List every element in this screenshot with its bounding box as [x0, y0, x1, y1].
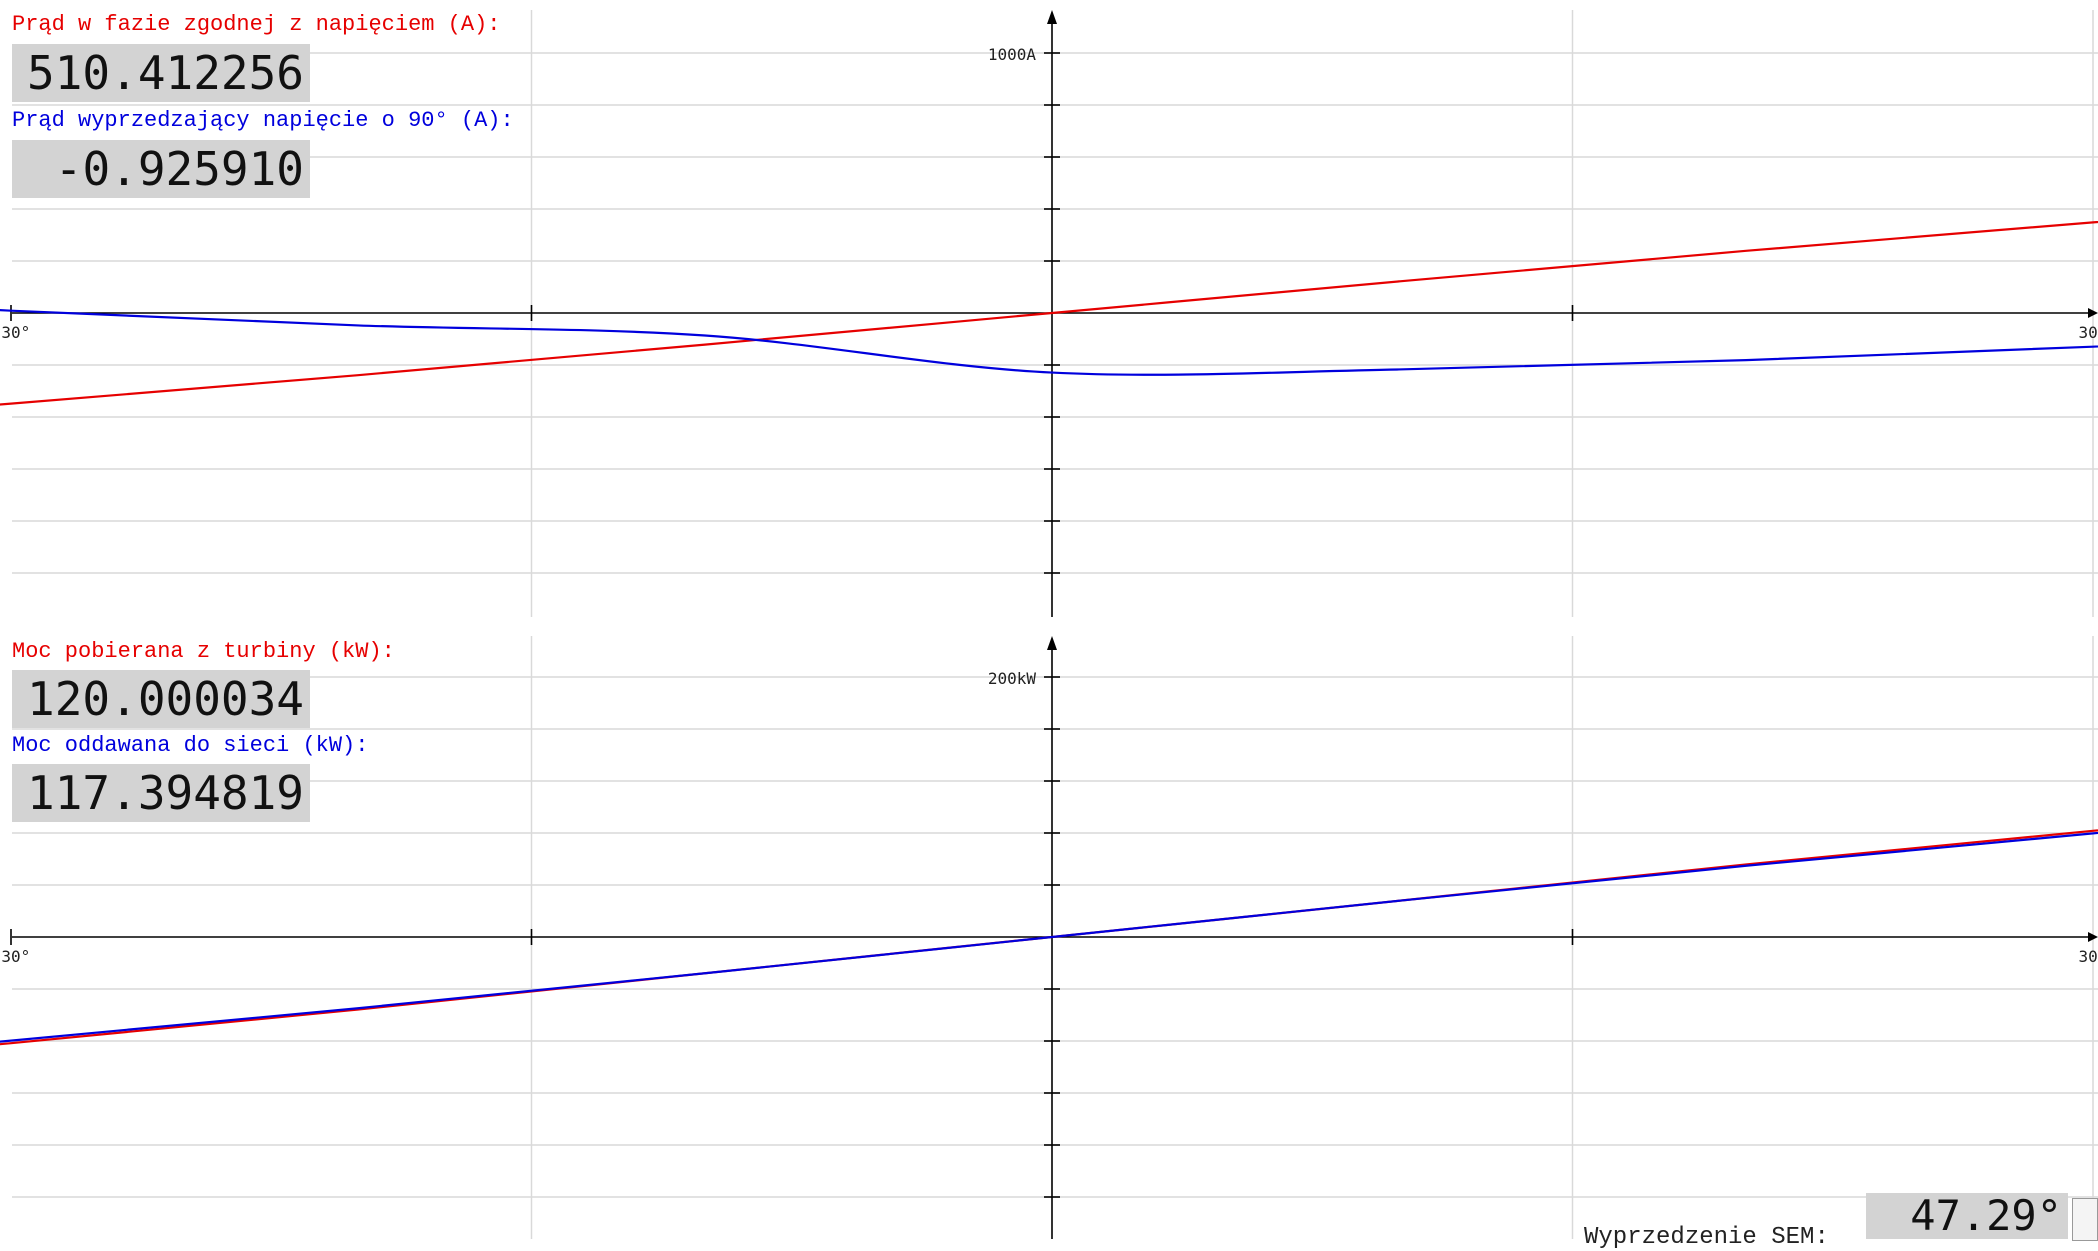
- x-axis-arrow: [2088, 932, 2098, 942]
- series-line-blue: [0, 309, 2098, 376]
- in-phase-current-label: Prąd w fazie zgodnej z napięciem (A):: [12, 12, 501, 37]
- y-axis-arrow: [1047, 636, 1057, 650]
- turbine-power-label: Moc pobierana z turbiny (kW):: [12, 639, 395, 664]
- in-phase-current-value: 510.412256: [12, 44, 310, 102]
- leading-current-label: Prąd wyprzedzający napięcie o 90° (A):: [12, 108, 514, 133]
- y-axis-arrow: [1047, 10, 1057, 24]
- series-line-blue: [0, 831, 2098, 1043]
- leading-current-value: -0.925910: [12, 140, 310, 198]
- emf-lead-angle-value[interactable]: 47.29°: [1866, 1193, 2068, 1239]
- series-line-red: [0, 220, 2098, 406]
- x-tick-label: -30°: [0, 947, 30, 966]
- x-tick-label: -30°: [0, 323, 30, 342]
- grid-power-value: 117.394819: [12, 764, 310, 822]
- chart-panel-1: -60°-30°30°60°1000A: [0, 10, 2098, 617]
- x-axis-arrow: [2088, 308, 2098, 318]
- x-tick-label: 30°: [2079, 323, 2098, 342]
- chart-panel-2: -60°-30°30°60°200kW: [0, 636, 2098, 1239]
- turbine-power-value: 120.000034: [12, 670, 310, 728]
- angle-spinner-button[interactable]: [2072, 1198, 2098, 1241]
- y-tick-label: 1000A: [988, 45, 1037, 64]
- y-tick-label: 200kW: [988, 669, 1037, 688]
- grid-power-label: Moc oddawana do sieci (kW):: [12, 733, 369, 758]
- emf-lead-angle-label: Wyprzedzenie SEM:: [1584, 1224, 1829, 1251]
- x-tick-label: 30°: [2079, 947, 2098, 966]
